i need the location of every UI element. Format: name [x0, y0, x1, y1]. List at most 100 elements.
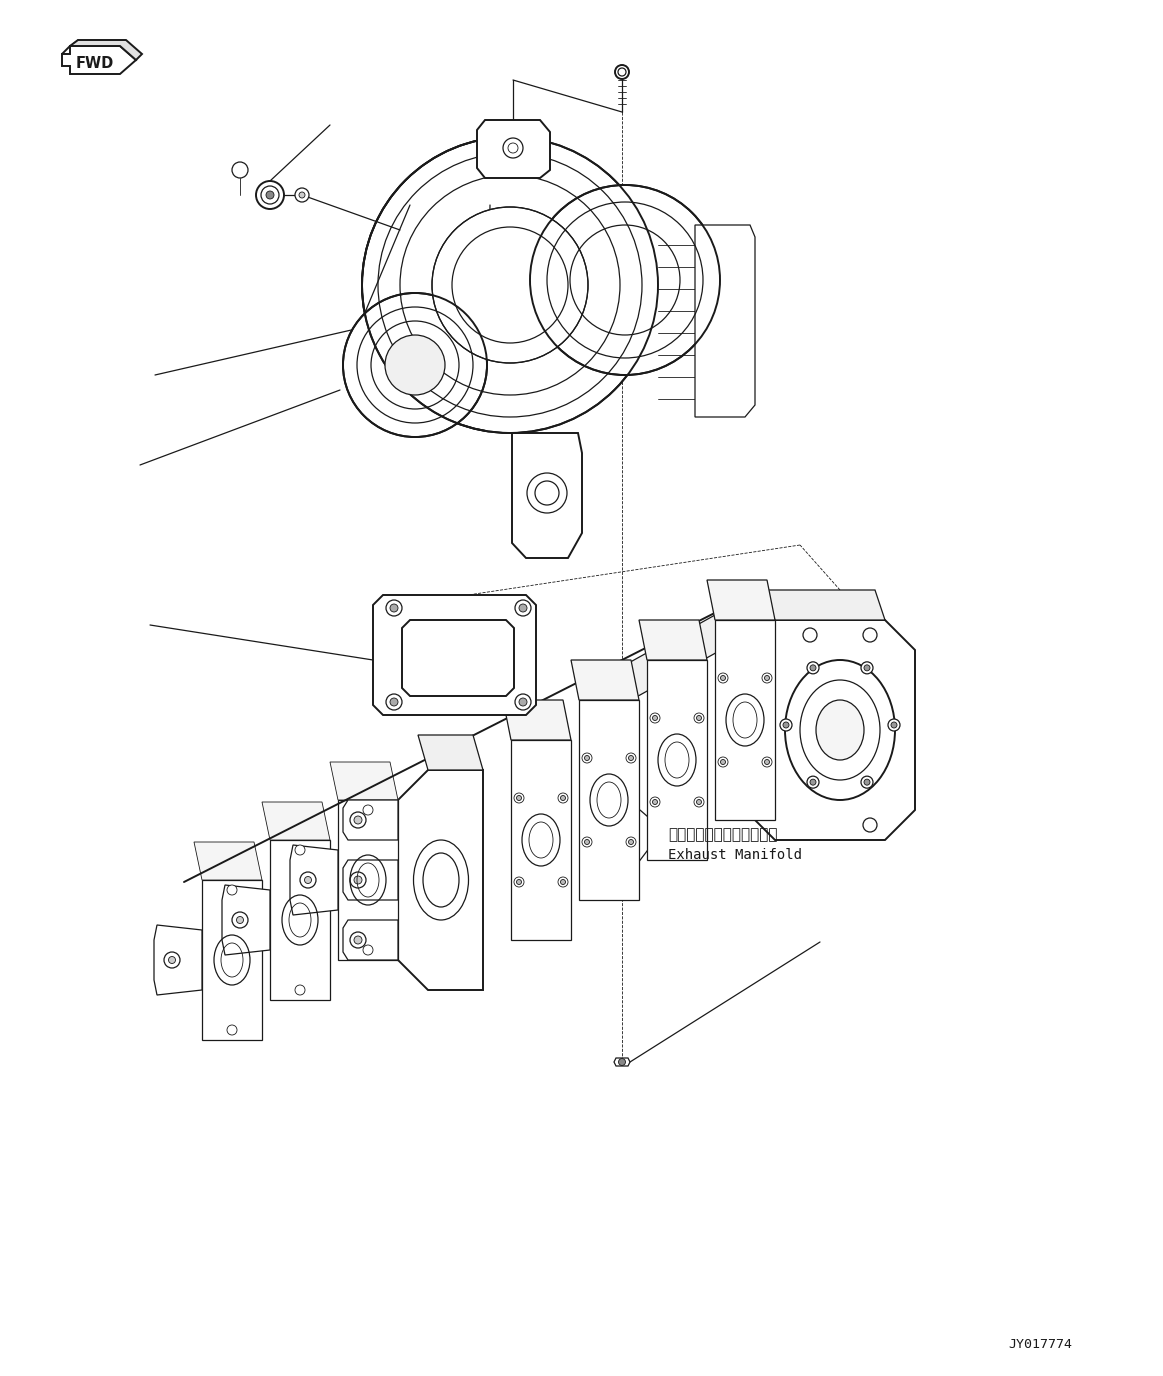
- Circle shape: [385, 334, 445, 395]
- Polygon shape: [290, 845, 338, 915]
- Polygon shape: [715, 621, 775, 820]
- Polygon shape: [262, 802, 330, 839]
- Circle shape: [861, 662, 873, 674]
- Circle shape: [516, 795, 521, 801]
- Text: エキゾーストマニホールド: エキゾーストマニホールド: [668, 827, 778, 842]
- Circle shape: [807, 776, 819, 788]
- Polygon shape: [614, 1058, 630, 1066]
- Circle shape: [697, 799, 701, 805]
- Circle shape: [236, 916, 243, 923]
- Circle shape: [762, 673, 772, 682]
- Circle shape: [619, 1058, 626, 1065]
- Polygon shape: [70, 40, 142, 61]
- Circle shape: [809, 665, 816, 671]
- Polygon shape: [745, 621, 915, 839]
- Polygon shape: [330, 762, 398, 799]
- Circle shape: [295, 985, 305, 995]
- Polygon shape: [62, 45, 136, 74]
- Circle shape: [515, 694, 531, 710]
- Circle shape: [615, 65, 629, 78]
- Circle shape: [386, 694, 402, 710]
- Polygon shape: [202, 881, 262, 1040]
- Circle shape: [295, 189, 309, 202]
- Polygon shape: [154, 925, 202, 995]
- Circle shape: [530, 184, 720, 376]
- Circle shape: [585, 755, 590, 761]
- Circle shape: [514, 793, 525, 804]
- Polygon shape: [695, 226, 755, 417]
- Circle shape: [350, 872, 366, 888]
- Circle shape: [362, 138, 658, 433]
- Text: JY017774: JY017774: [1008, 1339, 1072, 1351]
- Circle shape: [558, 793, 568, 804]
- Text: FWD: FWD: [76, 56, 114, 72]
- Circle shape: [300, 872, 316, 888]
- Circle shape: [889, 720, 900, 731]
- Circle shape: [809, 779, 816, 786]
- Circle shape: [863, 627, 877, 643]
- Circle shape: [350, 812, 366, 828]
- Circle shape: [343, 293, 487, 438]
- Circle shape: [650, 797, 659, 806]
- Polygon shape: [373, 594, 536, 716]
- Circle shape: [764, 676, 770, 681]
- Polygon shape: [580, 590, 775, 720]
- Polygon shape: [270, 839, 330, 1000]
- Circle shape: [363, 805, 373, 815]
- Circle shape: [515, 600, 531, 616]
- Circle shape: [354, 936, 362, 944]
- Circle shape: [164, 952, 180, 967]
- Circle shape: [697, 716, 701, 721]
- Circle shape: [628, 755, 634, 761]
- Circle shape: [305, 877, 312, 883]
- Circle shape: [652, 716, 657, 721]
- Circle shape: [386, 600, 402, 616]
- Circle shape: [694, 713, 704, 722]
- Circle shape: [764, 760, 770, 765]
- Polygon shape: [511, 740, 571, 940]
- Circle shape: [864, 665, 870, 671]
- Circle shape: [431, 206, 588, 363]
- Polygon shape: [343, 921, 398, 960]
- Polygon shape: [579, 700, 638, 900]
- Circle shape: [390, 698, 398, 706]
- Circle shape: [762, 757, 772, 766]
- Circle shape: [783, 722, 789, 728]
- Polygon shape: [647, 660, 707, 860]
- Circle shape: [516, 879, 521, 885]
- Circle shape: [256, 182, 284, 209]
- Circle shape: [558, 877, 568, 888]
- Circle shape: [519, 604, 527, 612]
- Circle shape: [266, 191, 274, 200]
- Polygon shape: [707, 581, 775, 621]
- Circle shape: [652, 799, 657, 805]
- Circle shape: [802, 627, 816, 643]
- Circle shape: [231, 912, 248, 927]
- Circle shape: [169, 956, 176, 963]
- Circle shape: [582, 753, 592, 764]
- Circle shape: [354, 816, 362, 824]
- Polygon shape: [343, 860, 398, 900]
- Circle shape: [626, 753, 636, 764]
- Polygon shape: [343, 799, 398, 839]
- Polygon shape: [418, 735, 483, 771]
- Circle shape: [626, 837, 636, 848]
- Circle shape: [628, 839, 634, 845]
- Circle shape: [350, 932, 366, 948]
- Circle shape: [891, 722, 897, 728]
- Circle shape: [519, 698, 527, 706]
- Circle shape: [780, 720, 792, 731]
- Circle shape: [718, 757, 728, 766]
- Circle shape: [582, 837, 592, 848]
- Circle shape: [721, 760, 726, 765]
- Polygon shape: [512, 433, 582, 559]
- Circle shape: [354, 877, 362, 883]
- Circle shape: [504, 138, 523, 158]
- Circle shape: [861, 776, 873, 788]
- Polygon shape: [402, 621, 514, 696]
- Circle shape: [514, 877, 525, 888]
- Circle shape: [561, 795, 565, 801]
- Polygon shape: [638, 621, 707, 660]
- Circle shape: [718, 673, 728, 682]
- Circle shape: [227, 885, 237, 894]
